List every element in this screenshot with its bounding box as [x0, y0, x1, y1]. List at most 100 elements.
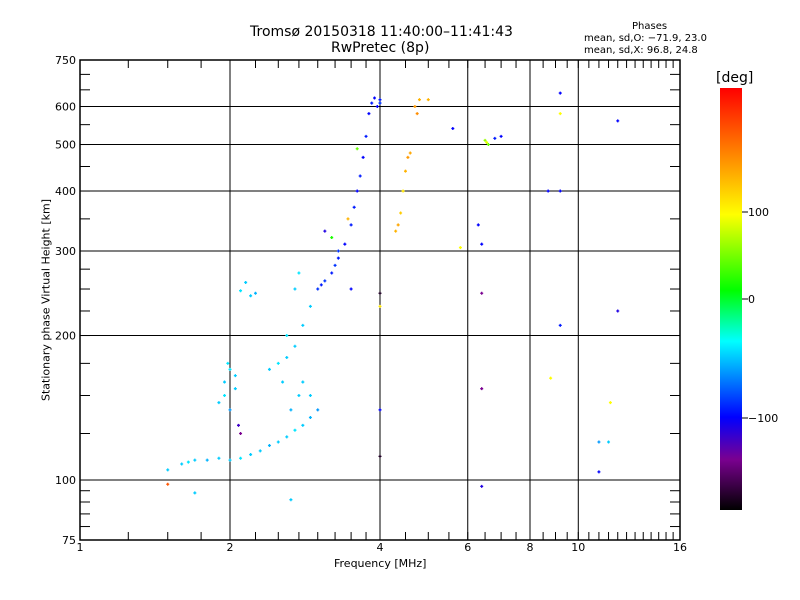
echo-point: [597, 470, 601, 474]
echo-point: [217, 456, 221, 460]
colorbar-tick-label: 100: [748, 206, 769, 219]
echo-point: [223, 394, 227, 398]
y-tick-label: 750: [55, 54, 76, 67]
echo-point: [323, 279, 327, 283]
echo-point: [401, 189, 405, 193]
echo-point: [415, 112, 419, 116]
echo-point: [323, 229, 327, 233]
echo-point: [480, 242, 484, 246]
echo-point: [233, 374, 237, 378]
echo-point: [370, 101, 374, 105]
echo-point: [378, 291, 382, 295]
echo-point: [281, 380, 285, 384]
echo-point: [166, 482, 170, 486]
echo-point: [193, 491, 197, 495]
x-axis-label: Frequency [MHz]: [334, 557, 427, 570]
phase-stats-x: mean, sd,X: 96.8, 24.8: [584, 45, 698, 56]
echo-point: [607, 440, 611, 444]
echo-point: [458, 246, 462, 250]
echo-point: [285, 355, 289, 359]
echo-point: [249, 294, 253, 298]
echo-point: [499, 134, 503, 138]
echo-point: [239, 456, 243, 460]
echo-point: [228, 367, 232, 371]
echo-point: [485, 140, 489, 144]
echo-point: [285, 334, 289, 338]
phase-stats-o: mean, sd,O: −71.9, 23.0: [584, 33, 707, 44]
echo-point: [396, 223, 400, 227]
echo-point: [249, 453, 253, 457]
echo-point: [378, 101, 382, 105]
echo-point: [239, 289, 243, 293]
echo-point: [336, 256, 340, 260]
echo-point: [493, 136, 497, 140]
echo-point: [349, 287, 353, 291]
echo-point: [399, 211, 403, 215]
x-tick-label: 8: [527, 541, 534, 554]
colorbar: [720, 88, 742, 510]
chart-title: Tromsø 20150318 11:40:00–11:41:43: [250, 24, 513, 40]
echo-point: [361, 155, 365, 159]
echo-point: [330, 236, 334, 240]
echo-point: [223, 380, 227, 384]
x-tick-label: 10: [571, 541, 585, 554]
echo-point: [258, 449, 262, 453]
echo-point: [408, 151, 412, 155]
echo-point: [597, 440, 601, 444]
echo-point: [276, 361, 280, 365]
echo-point: [394, 229, 398, 233]
echo-point: [343, 242, 347, 246]
echo-point: [616, 119, 620, 123]
echo-point: [276, 440, 280, 444]
echo-point: [228, 458, 232, 462]
echo-point: [378, 98, 382, 102]
echo-point: [413, 105, 417, 109]
echo-point: [336, 249, 340, 253]
echo-point: [346, 217, 350, 221]
echo-point: [244, 280, 248, 284]
echo-point: [373, 96, 377, 100]
echo-point: [316, 408, 320, 412]
colorbar-label: [deg]: [716, 70, 754, 86]
echo-point: [180, 462, 184, 466]
echo-point: [236, 423, 240, 427]
echo-point: [558, 91, 562, 95]
echo-point: [316, 287, 320, 291]
y-tick-label: 400: [55, 185, 76, 198]
echo-point: [333, 263, 337, 267]
echo-point: [417, 98, 421, 102]
echo-point: [301, 323, 305, 327]
echo-point: [293, 287, 297, 291]
echo-point: [253, 291, 257, 295]
echo-point: [426, 98, 430, 102]
echo-point: [558, 323, 562, 327]
echo-point: [297, 394, 301, 398]
echo-point: [355, 189, 359, 193]
echo-point: [308, 415, 312, 419]
echo-point: [308, 304, 312, 308]
echo-point: [228, 408, 232, 412]
y-tick-label: 600: [55, 101, 76, 114]
y-tick-label: 200: [55, 330, 76, 343]
y-tick-label: 300: [55, 245, 76, 258]
echo-point: [267, 444, 271, 448]
x-tick-label: 16: [673, 541, 687, 554]
echo-point: [308, 394, 312, 398]
echo-point: [480, 387, 484, 391]
echo-point: [616, 309, 620, 313]
echo-point: [378, 304, 382, 308]
echo-point: [608, 401, 612, 405]
echo-point: [476, 223, 480, 227]
x-tick-label: 2: [227, 541, 234, 554]
echo-point: [349, 223, 353, 227]
echo-point: [558, 189, 562, 193]
echo-point: [330, 271, 334, 275]
echo-point: [451, 126, 455, 130]
chart-subtitle: RwPretec (8p): [331, 40, 430, 56]
y-tick-label: 75: [62, 534, 76, 547]
echo-point: [193, 458, 197, 462]
echo-point: [289, 408, 293, 412]
echo-point: [403, 169, 407, 173]
echo-point: [480, 291, 484, 295]
echo-point: [301, 380, 305, 384]
